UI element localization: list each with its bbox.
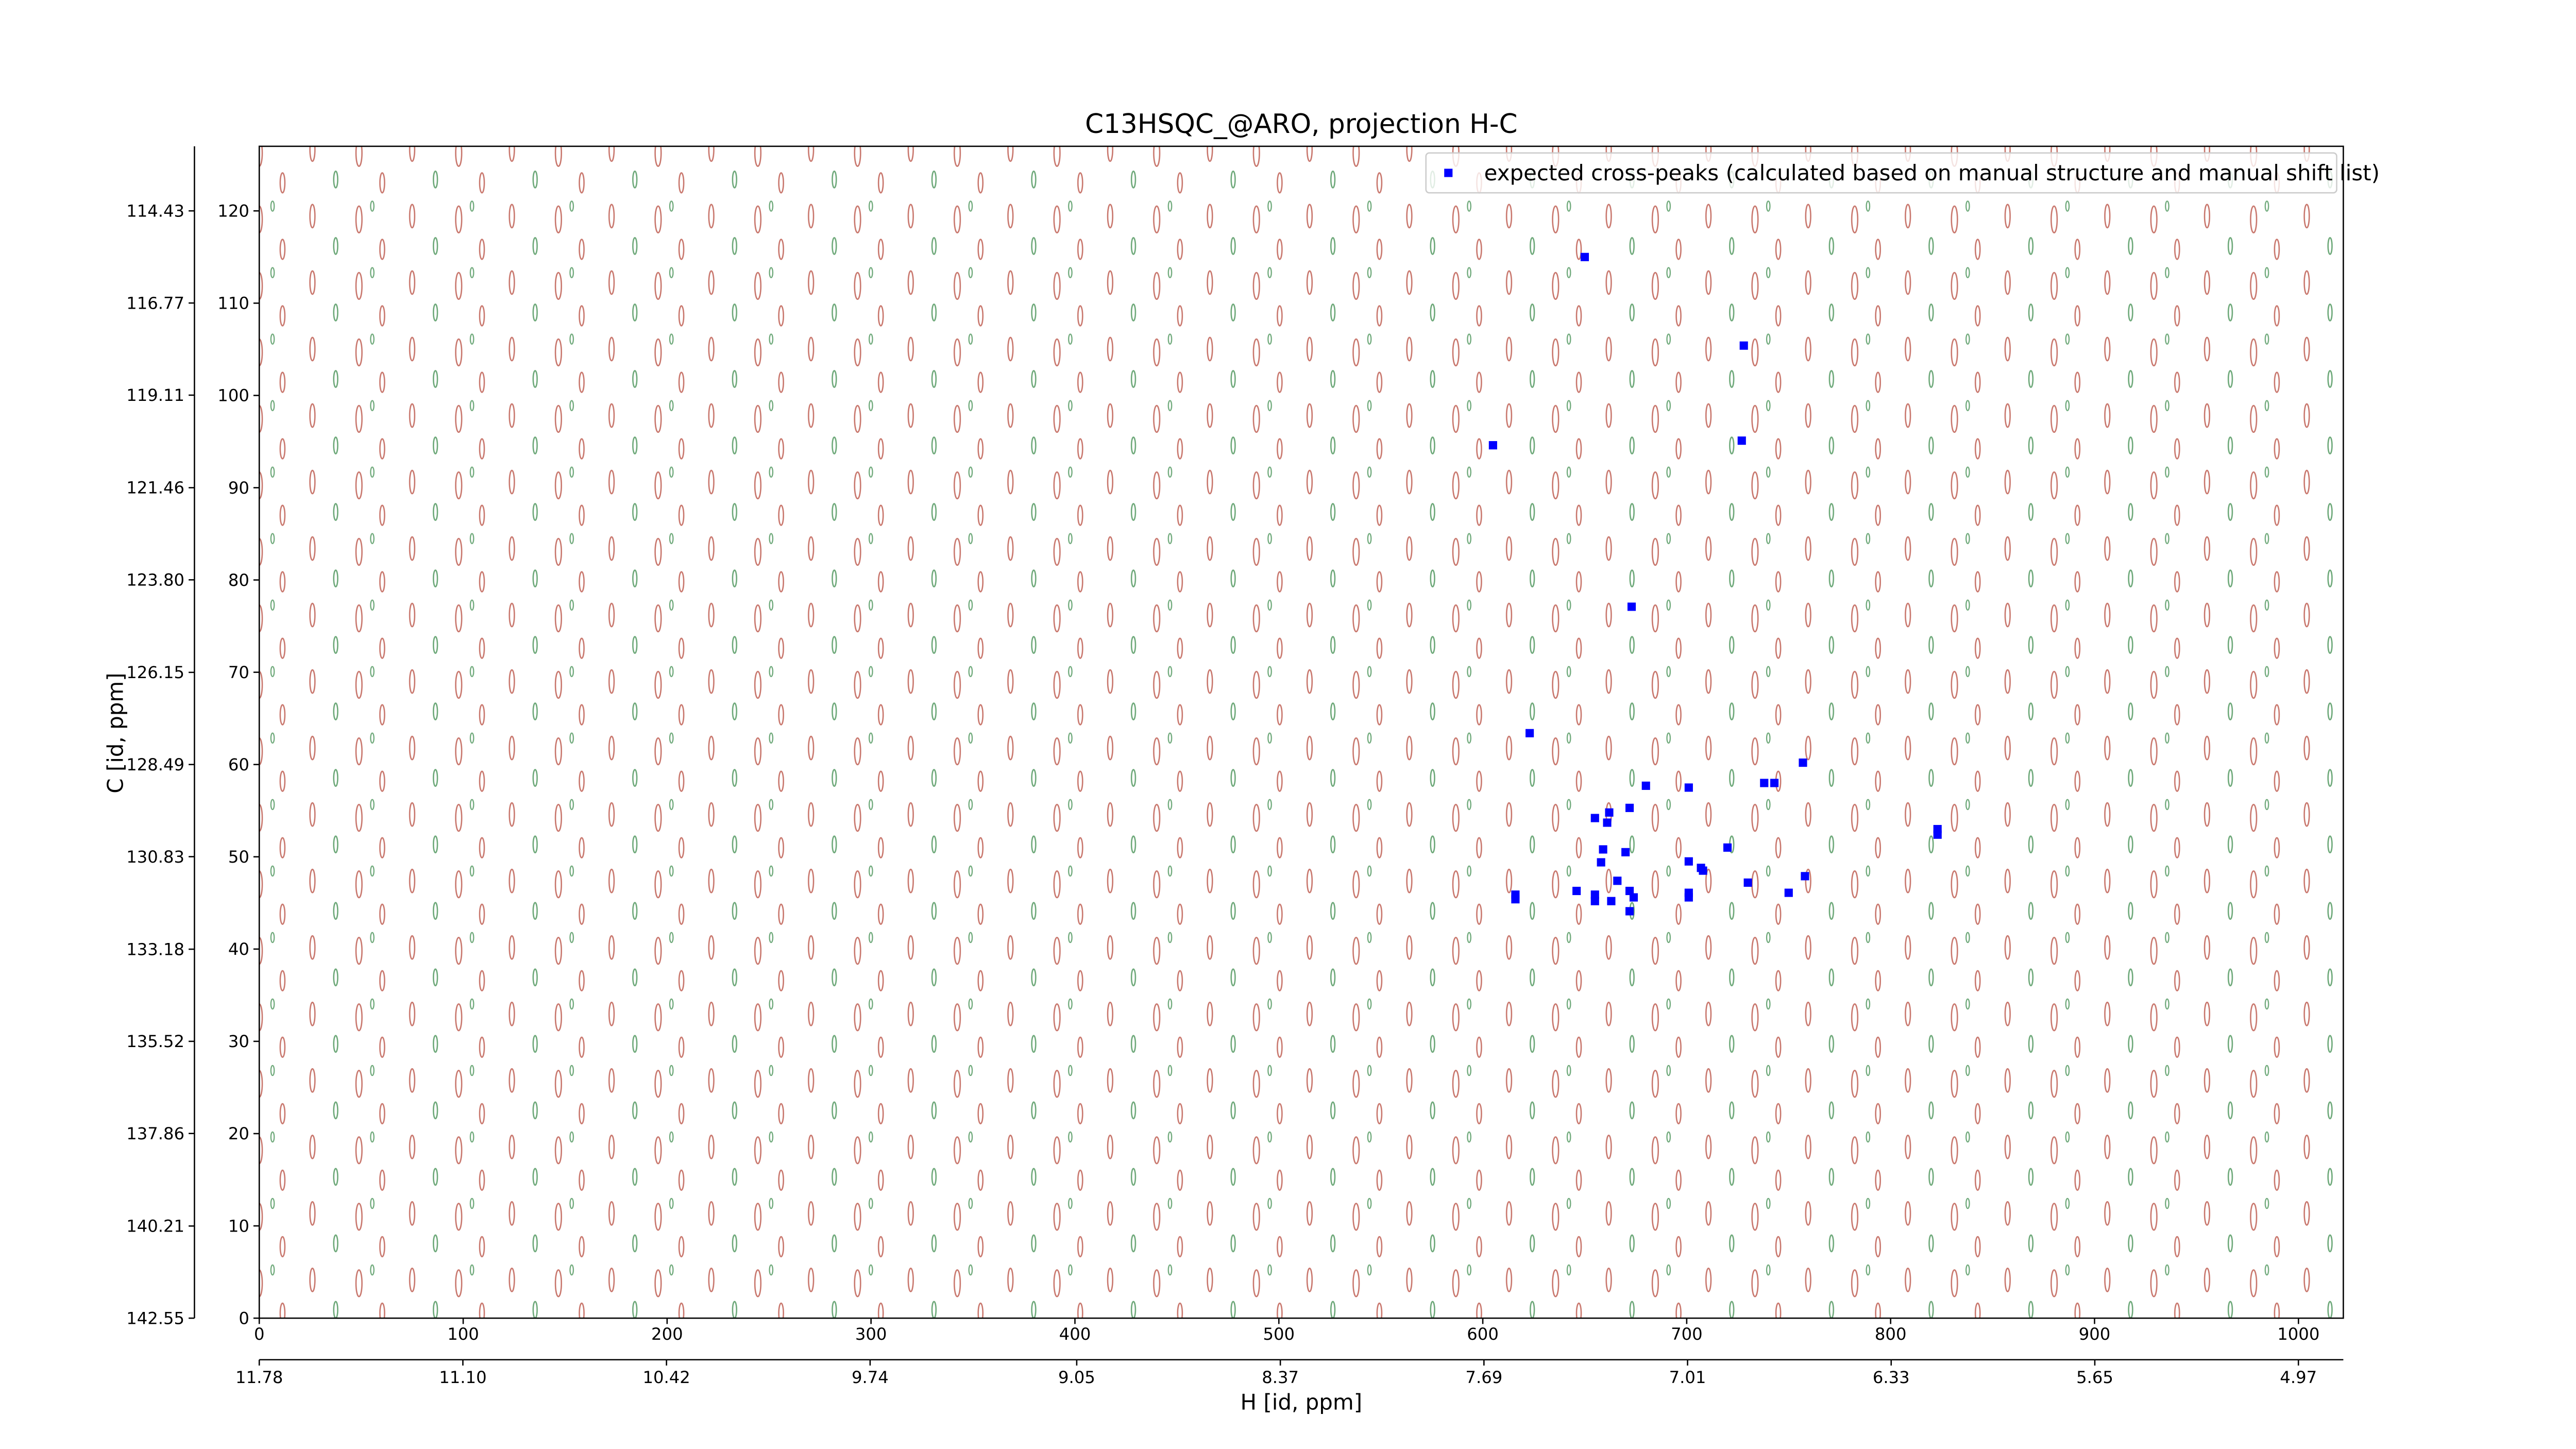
y-tick-label: 110 bbox=[217, 294, 249, 313]
cross-peak bbox=[1572, 886, 1581, 896]
x2-tick-label: 9.05 bbox=[1058, 1368, 1095, 1387]
cross-peak bbox=[1684, 893, 1693, 902]
x-tick-label: 800 bbox=[1875, 1324, 1907, 1344]
x-tick-label: 200 bbox=[651, 1324, 683, 1344]
x-tick-label: 700 bbox=[1671, 1324, 1703, 1344]
y2-tick-label: 133.18 bbox=[126, 939, 184, 959]
y-tick-label: 10 bbox=[228, 1216, 249, 1236]
x-tick-label: 1000 bbox=[2277, 1324, 2319, 1344]
x-axis-label: H [id, ppm] bbox=[1241, 1390, 1363, 1415]
x2-tick-label: 5.65 bbox=[2076, 1368, 2113, 1387]
y2-tick-label: 140.21 bbox=[126, 1217, 184, 1236]
cross-peak bbox=[1625, 907, 1634, 916]
cross-peak bbox=[1723, 843, 1732, 852]
y-tick-label: 20 bbox=[228, 1124, 249, 1143]
y2-tick-label: 126.15 bbox=[126, 663, 184, 682]
cross-peak bbox=[1607, 897, 1616, 905]
cross-peak bbox=[1770, 779, 1779, 787]
cross-peak bbox=[1613, 877, 1622, 885]
y-tick-label: 40 bbox=[228, 939, 249, 959]
y-tick-label: 80 bbox=[228, 570, 249, 590]
cross-peak bbox=[1599, 845, 1607, 854]
cross-peak bbox=[1629, 893, 1638, 902]
plot-frame bbox=[258, 145, 2344, 1319]
cross-peak bbox=[1743, 878, 1752, 887]
x-tick-label: 900 bbox=[2079, 1324, 2111, 1344]
x2-tick-label: 7.01 bbox=[1669, 1368, 1706, 1387]
legend-box bbox=[1425, 152, 2337, 194]
cross-peak bbox=[1933, 830, 1942, 839]
cross-peak bbox=[1627, 602, 1636, 611]
cross-peak bbox=[1625, 803, 1634, 812]
x-tick-label: 300 bbox=[855, 1324, 887, 1344]
legend-label: expected cross-peaks (calculated based o… bbox=[1484, 160, 2380, 186]
cross-peak bbox=[1590, 897, 1599, 905]
y2-tick-label: 116.77 bbox=[126, 293, 184, 313]
cross-peak bbox=[1590, 814, 1599, 822]
y2-tick-label: 121.46 bbox=[126, 478, 184, 498]
cross-peak bbox=[1801, 872, 1809, 881]
x2-tick-label: 9.74 bbox=[852, 1368, 889, 1387]
y2-tick-label: 135.52 bbox=[126, 1032, 184, 1051]
y-tick-label: 120 bbox=[217, 201, 249, 221]
cross-peak bbox=[1739, 341, 1748, 350]
x2-tick-label: 11.78 bbox=[235, 1368, 283, 1387]
y-tick-label: 30 bbox=[228, 1032, 249, 1051]
cross-peak bbox=[1597, 858, 1605, 867]
spectrum-background bbox=[259, 146, 2344, 1319]
cross-peak bbox=[1488, 441, 1497, 450]
cross-peak bbox=[1511, 895, 1520, 904]
cross-peak bbox=[1625, 886, 1634, 896]
cross-peak bbox=[1621, 848, 1630, 856]
cross-peak bbox=[1526, 729, 1534, 737]
cross-peak bbox=[1590, 890, 1599, 899]
cross-peak bbox=[1603, 818, 1612, 827]
y2-tick-label: 142.55 bbox=[126, 1308, 184, 1328]
chart-title: C13HSQC_@ARO, projection H-C bbox=[1085, 109, 1518, 140]
x2-tick-label: 4.97 bbox=[2280, 1368, 2317, 1387]
cross-peak bbox=[1737, 436, 1746, 445]
y2-tick-label: 123.80 bbox=[126, 570, 184, 590]
y-tick-label: 90 bbox=[228, 478, 249, 498]
cross-peak bbox=[1784, 888, 1793, 897]
x2-tick-label: 10.42 bbox=[642, 1368, 690, 1387]
y-tick-label: 60 bbox=[228, 755, 249, 774]
x-tick-label: 400 bbox=[1059, 1324, 1091, 1344]
x-tick-label: 500 bbox=[1263, 1324, 1295, 1344]
legend-marker bbox=[1444, 169, 1453, 177]
y-tick-label: 70 bbox=[228, 663, 249, 682]
cross-peak bbox=[1605, 808, 1614, 817]
y-axis-label: C [id, ppm] bbox=[103, 672, 128, 793]
cross-peak bbox=[1580, 252, 1589, 261]
x-tick-label: 0 bbox=[254, 1324, 265, 1344]
y2-tick-label: 130.83 bbox=[126, 847, 184, 867]
y2-tick-label: 128.49 bbox=[126, 755, 184, 774]
cross-peak bbox=[1641, 781, 1650, 790]
cross-peak bbox=[1799, 759, 1807, 767]
y2-tick-label: 114.43 bbox=[126, 201, 184, 221]
cross-peak bbox=[1684, 857, 1693, 866]
x-tick-label: 100 bbox=[447, 1324, 479, 1344]
cross-peak bbox=[1699, 866, 1707, 875]
x2-tick-label: 11.10 bbox=[439, 1368, 486, 1387]
x2-tick-label: 7.69 bbox=[1465, 1368, 1502, 1387]
y2-tick-label: 137.86 bbox=[126, 1124, 184, 1143]
x2-tick-label: 8.37 bbox=[1262, 1368, 1299, 1387]
cross-peak bbox=[1684, 783, 1693, 792]
y-tick-label: 0 bbox=[239, 1308, 249, 1328]
x2-tick-label: 6.33 bbox=[1873, 1368, 1910, 1387]
y-tick-label: 100 bbox=[217, 386, 249, 406]
x-tick-label: 600 bbox=[1467, 1324, 1499, 1344]
y-tick-label: 50 bbox=[228, 847, 249, 867]
y2-tick-label: 119.11 bbox=[126, 385, 184, 405]
cross-peak bbox=[1760, 779, 1769, 787]
